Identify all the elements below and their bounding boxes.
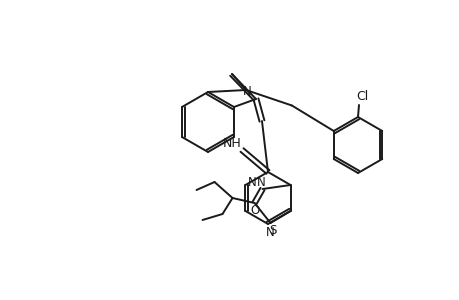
Text: N: N: [265, 226, 274, 238]
Text: N: N: [242, 85, 251, 98]
Text: N: N: [247, 176, 256, 190]
Text: NH: NH: [222, 136, 241, 149]
Text: S: S: [268, 224, 275, 238]
Text: Cl: Cl: [355, 89, 367, 103]
Text: N: N: [257, 176, 265, 188]
Text: O: O: [250, 205, 259, 218]
